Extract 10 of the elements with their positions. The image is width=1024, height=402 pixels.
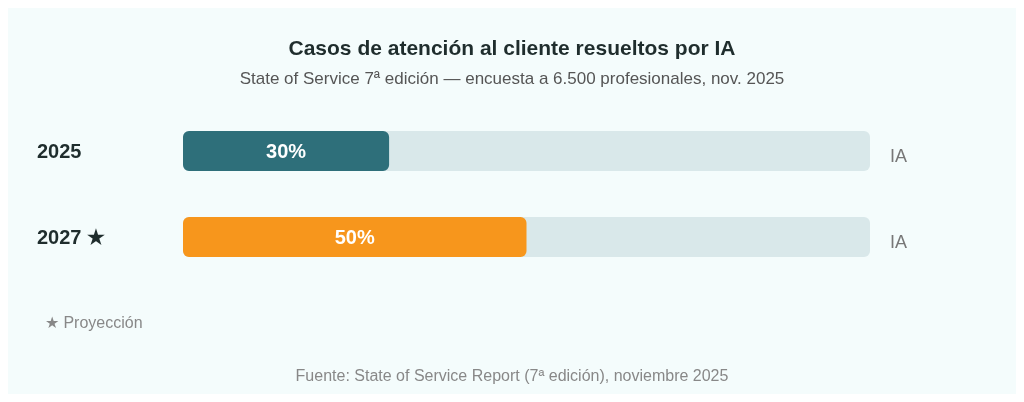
source-note: Fuente: State of Service Report (7ª edición), noviembre 2025 bbox=[295, 366, 729, 384]
chart-subtitle: State of Service 7ª edición — encuesta a 6.500 profesionales, nov. 2025 bbox=[239, 69, 785, 88]
data-label: 30% bbox=[266, 140, 307, 162]
text: ★ Proyección bbox=[45, 313, 143, 331]
y-tick-label: 2027 ★ bbox=[37, 226, 106, 248]
text: IA bbox=[890, 146, 908, 166]
data-label: 50% bbox=[334, 226, 375, 248]
chart-title: Casos de atención al cliente resueltos por IA bbox=[288, 36, 736, 59]
text: IA bbox=[890, 232, 908, 252]
y-tick-label: 2025 bbox=[37, 140, 82, 162]
